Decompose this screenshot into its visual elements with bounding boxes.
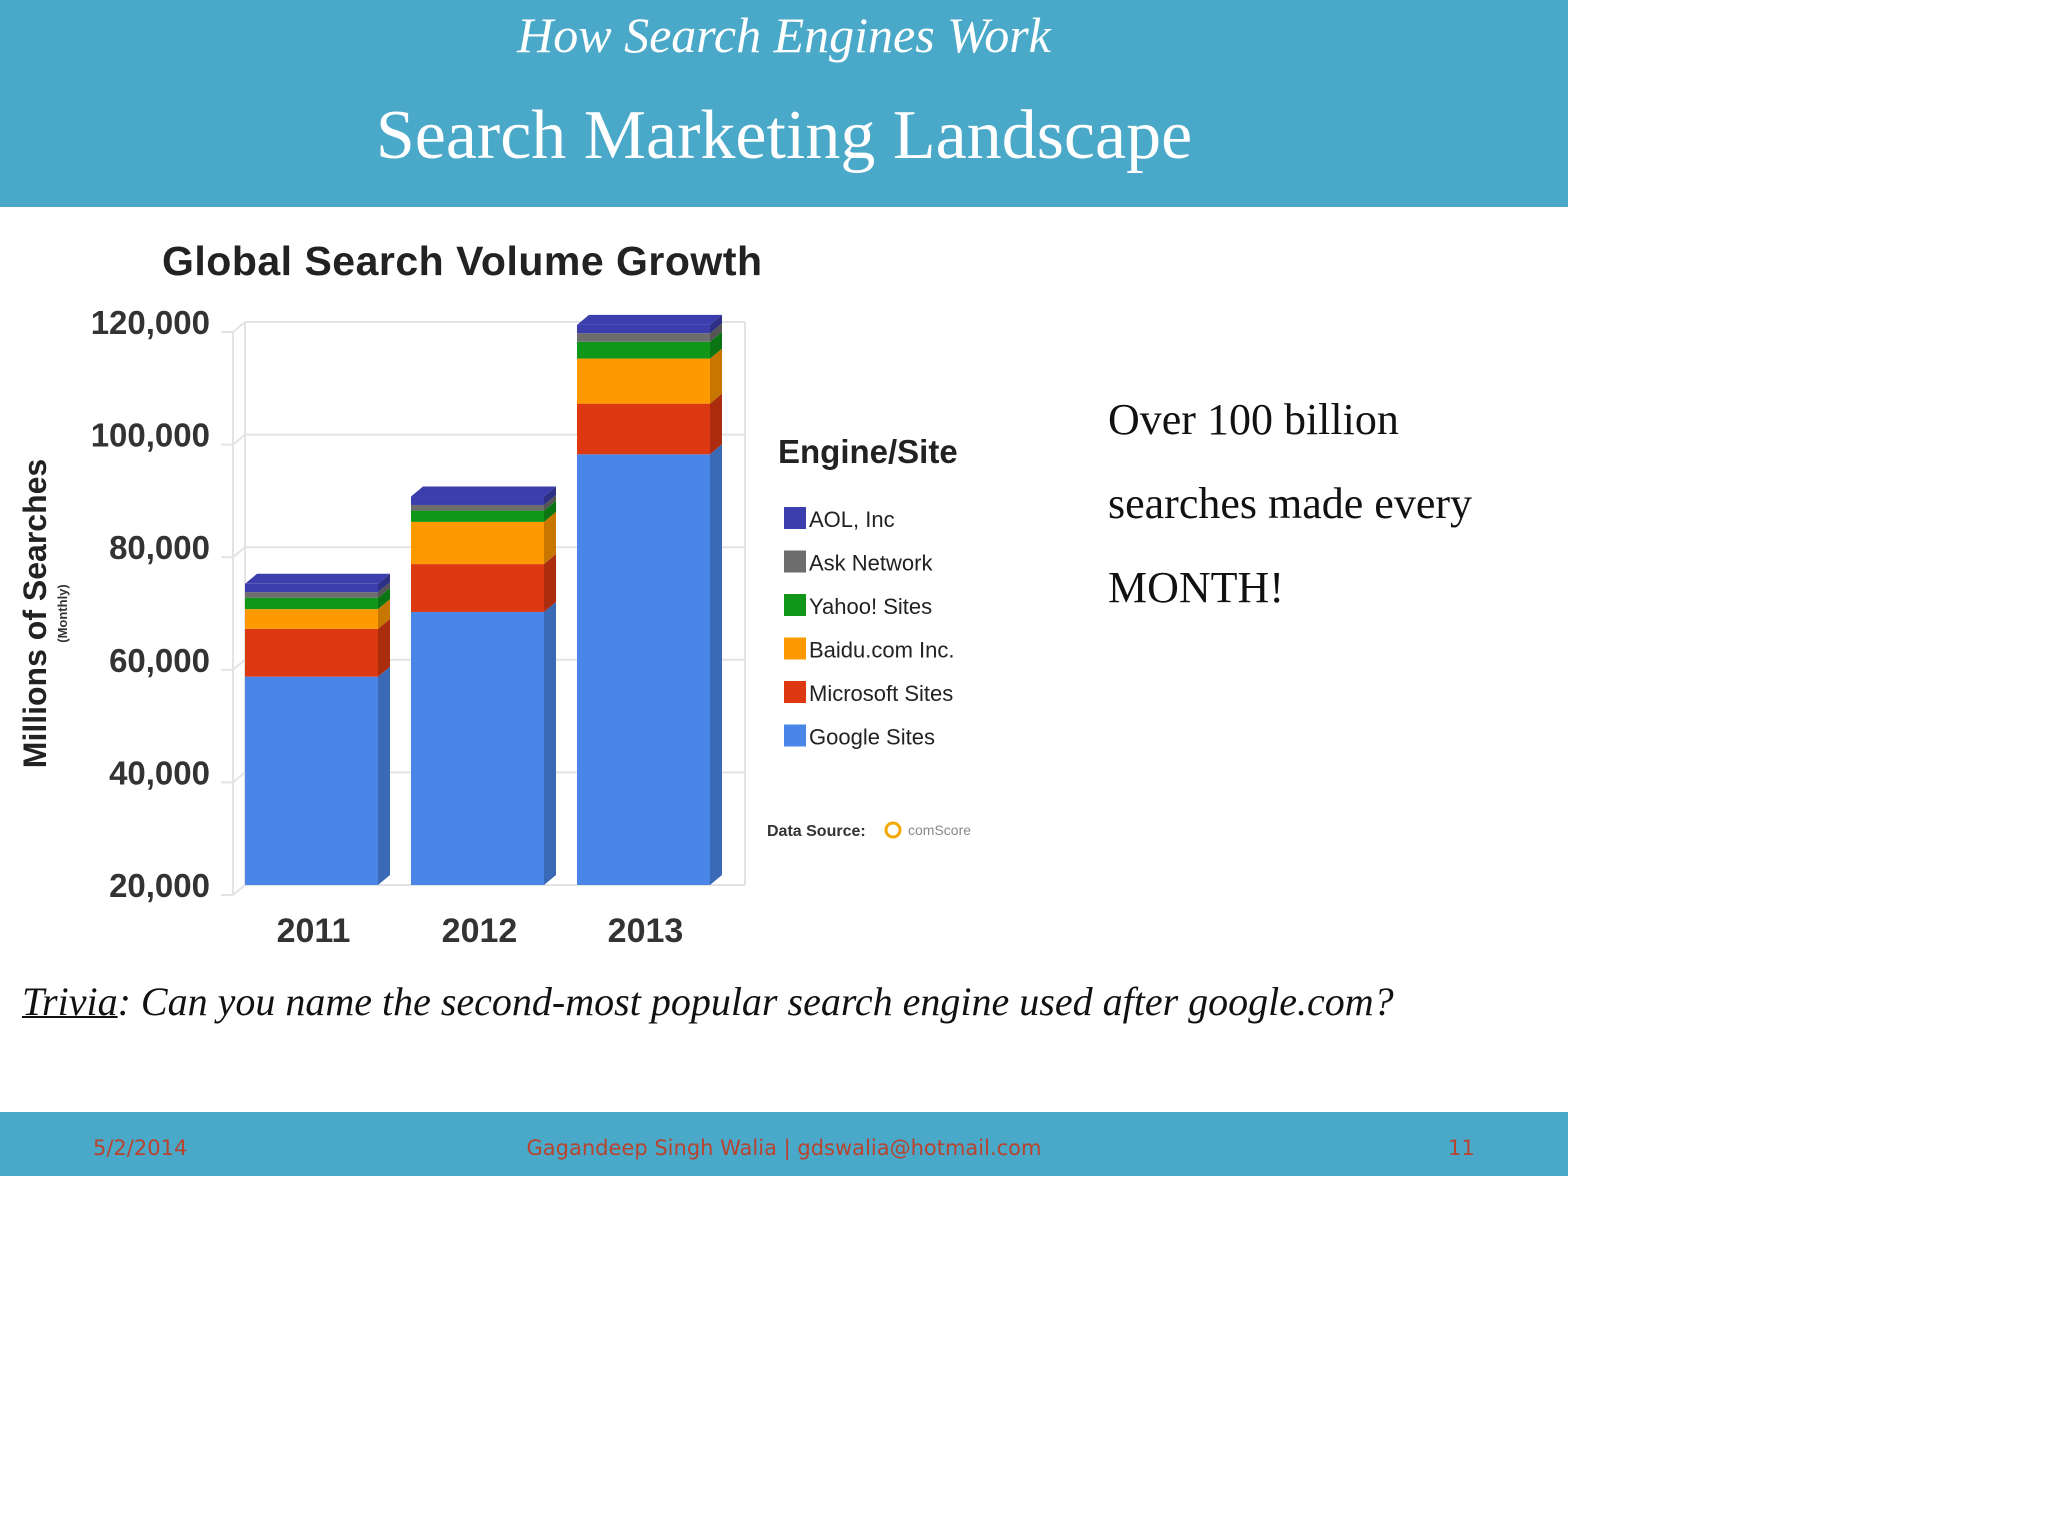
- bar-segment-side: [544, 500, 556, 522]
- bar-segment-side: [378, 599, 390, 629]
- slide-subtitle: How Search Engines Work: [517, 7, 1051, 63]
- bar-segment-side: [378, 666, 390, 885]
- bar-segment-side: [378, 618, 390, 677]
- bar-segment-side: [710, 348, 722, 404]
- x-tick-label: 2013: [608, 912, 684, 950]
- legend-label: Yahoo! Sites: [809, 594, 932, 619]
- slide-footer: 5/2/2014 Gagandeep Singh Walia | gdswali…: [0, 1112, 1568, 1176]
- legend-title: Engine/Site: [778, 433, 958, 470]
- bar-segment-side: [544, 486, 556, 505]
- bar-segment-side: [710, 331, 722, 359]
- grid-line: [232, 546, 246, 558]
- bar-segment: [577, 454, 710, 885]
- callout-line: Over 100 billion: [1108, 395, 1399, 444]
- bar-segment: [245, 583, 378, 593]
- trivia-question: Trivia: Can you name the second-most pop…: [22, 978, 1552, 1025]
- data-source-label: Data Source:: [767, 823, 866, 840]
- bar-segment-side: [544, 601, 556, 885]
- bar-segment: [411, 504, 544, 511]
- grid-line: [232, 433, 246, 446]
- slide-title: Search Marketing Landscape: [375, 97, 1193, 174]
- y-axis-label: Millions of Searches: [17, 459, 53, 768]
- bar-segment: [411, 510, 544, 522]
- callout-line: searches made every: [1108, 479, 1473, 528]
- y-axis-sublabel: (Monthly): [55, 584, 70, 642]
- bar-segment: [245, 592, 378, 598]
- bar-segment-top: [577, 314, 722, 325]
- grid-line: [232, 771, 246, 784]
- comscore-logo-icon: [884, 821, 902, 839]
- y-tick-label: 40,000: [109, 754, 210, 791]
- bar-segment-side: [544, 511, 556, 565]
- bar-segment-side: [710, 393, 722, 455]
- footer-author: Gagandeep Singh Walia | gdswalia@hotmail…: [526, 1136, 1042, 1160]
- bar-segment: [411, 611, 544, 885]
- legend-label: AOL, Inc: [809, 507, 895, 532]
- bar-segment: [245, 609, 378, 629]
- legend-label: Baidu.com Inc.: [809, 638, 955, 663]
- y-tick-label: 100,000: [91, 417, 210, 454]
- legend-label: Microsoft Sites: [809, 681, 953, 706]
- legend-swatch: [784, 594, 806, 616]
- y-tick-label: 60,000: [109, 642, 210, 679]
- bar-segment-side: [378, 587, 390, 610]
- bar-segment-side: [544, 554, 556, 612]
- legend-swatch: [784, 681, 806, 703]
- bar-segment: [577, 358, 710, 404]
- footer-page-number: 11: [1448, 1136, 1475, 1160]
- footer-date: 5/2/2014: [93, 1136, 188, 1160]
- x-tick-label: 2011: [277, 912, 351, 950]
- bar-segment: [577, 341, 710, 359]
- bar-segment-top: [411, 486, 556, 497]
- bar-segment-side: [710, 323, 722, 342]
- bar-segment-side: [378, 573, 390, 593]
- bar-segment: [411, 521, 544, 565]
- bar-segment: [245, 676, 378, 885]
- bar-segment-top: [245, 573, 390, 584]
- bar-segment-side: [710, 314, 722, 334]
- grid-line: [232, 659, 246, 671]
- bar-segment-side: [710, 444, 722, 885]
- bar-segment: [577, 324, 710, 334]
- legend-label: Ask Network: [809, 551, 933, 576]
- bar-segment: [411, 564, 544, 612]
- grid-line: [232, 884, 246, 896]
- y-tick-label: 120,000: [91, 304, 210, 341]
- grid-line: [232, 321, 246, 333]
- legend-swatch: [784, 637, 806, 660]
- bar-segment-side: [378, 582, 390, 598]
- bar-segment: [245, 628, 378, 677]
- trivia-label: Trivia: [22, 979, 118, 1024]
- stacked-bar-chart: 20,000 40,000 60,000 80,000 100,000 120,000 Mi…: [17, 304, 971, 950]
- bar-segment: [245, 597, 378, 610]
- legend-label: Google Sites: [809, 725, 935, 750]
- x-tick-label: 2012: [442, 912, 518, 950]
- bar-segment-side: [544, 494, 556, 511]
- y-tick-label: 20,000: [109, 867, 210, 904]
- slide-header: How Search Engines Work Search Marketing…: [0, 0, 1568, 207]
- data-source-name: comScore: [908, 822, 971, 838]
- bar-segment: [577, 333, 710, 342]
- bar-segment: [411, 496, 544, 505]
- y-tick-label: 80,000: [109, 529, 210, 566]
- legend-swatch: [784, 724, 806, 747]
- legend-swatch: [784, 550, 806, 573]
- bar-segment: [577, 403, 710, 455]
- callout-line: MONTH!: [1108, 563, 1284, 612]
- legend-swatch: [784, 507, 806, 529]
- chart-title: Global Search Volume Growth: [162, 238, 763, 284]
- callout-text: Over 100 billion searches made every MON…: [1108, 378, 1548, 630]
- trivia-text: : Can you name the second-most popular s…: [117, 979, 1394, 1024]
